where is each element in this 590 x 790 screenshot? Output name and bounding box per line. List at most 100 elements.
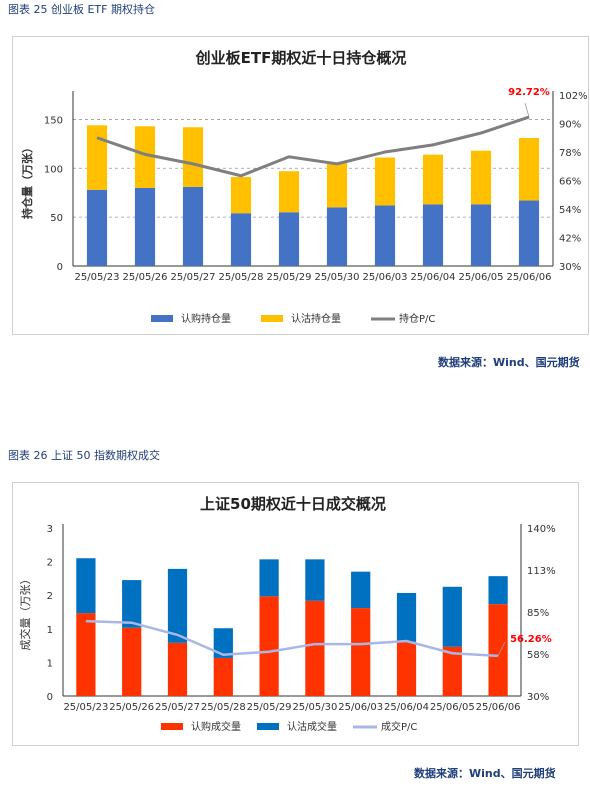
legend-swatch [161, 723, 183, 730]
bar-put [488, 576, 508, 605]
chart2-panel: 上证50期权近十日成交概况 0 1 1 2 2 3 30% 58% 85% 113% 140% 成交量（… [12, 482, 579, 746]
bar-call [422, 204, 444, 266]
y2-tick-label: 30% [527, 692, 549, 703]
chart2-svg: 上证50期权近十日成交概况 0 1 1 2 2 3 30% 58% 85% 113% 140% 成交量（… [18, 495, 556, 733]
annotation-label: 56.26% [510, 634, 552, 645]
y-axis-label: 成交量（万张） [18, 574, 32, 651]
y2-tick-label: 58% [527, 650, 549, 661]
bar-call [167, 642, 188, 696]
bar-call [518, 200, 540, 266]
bar-call [396, 641, 417, 696]
x-tick-label: 25/05/27 [171, 272, 216, 283]
legend-label: 成交P/C [381, 720, 417, 733]
chart1-svg: 创业板ETF期权近十日持仓概况 0 50 100 150 30% 42% 54% 66% 78% 9… [20, 49, 588, 325]
bar-call [182, 186, 204, 266]
bar-put [76, 558, 96, 614]
chart1-panel: 创业板ETF期权近十日持仓概况 0 50 100 150 30% 42% 54% 66% 78% 9… [12, 36, 589, 335]
bar-call [470, 204, 492, 266]
bar-put [374, 157, 396, 206]
x-tick-label: 25/05/26 [123, 272, 168, 283]
x-tick-label: 25/06/06 [476, 702, 521, 713]
y-tick-label: 1 [47, 625, 53, 636]
bar-call [86, 189, 108, 266]
bar-put [213, 628, 233, 658]
x-tick-label: 25/05/23 [63, 702, 108, 713]
chart-title: 创业板ETF期权近十日持仓概况 [195, 49, 407, 67]
x-tick-label: 25/06/05 [430, 702, 475, 713]
y-tick-label: 150 [44, 115, 63, 126]
bar-put [442, 586, 462, 647]
x-tick-label: 25/05/27 [155, 702, 200, 713]
annotation-leader [497, 641, 506, 657]
legend-swatch [261, 315, 283, 322]
bar-call [76, 613, 96, 696]
annotation-leader [524, 102, 530, 118]
chart-title: 上证50期权近十日成交概况 [200, 495, 386, 513]
bar-put [122, 580, 142, 628]
bar-call [134, 187, 156, 266]
legend-label: 认沽持仓量 [291, 312, 341, 325]
figure2-caption: 图表 26 上证 50 指数期权成交 [8, 449, 160, 462]
bar-put [422, 154, 444, 205]
bar-call [442, 646, 462, 696]
bar-call [488, 604, 508, 696]
y-tick-label: 50 [50, 213, 63, 224]
x-tick-label: 25/06/03 [338, 702, 383, 713]
bar-call [259, 596, 279, 696]
legend-label: 持仓P/C [399, 312, 435, 325]
y-tick-label: 0 [47, 692, 53, 703]
bar-call [351, 608, 371, 696]
legend-swatch [151, 315, 173, 322]
bar-put [86, 125, 108, 190]
bar-put [259, 559, 279, 597]
bar-call [326, 207, 348, 266]
y2-tick-label: 113% [527, 566, 556, 577]
x-tick-label: 25/05/23 [75, 272, 120, 283]
x-tick-label: 25/05/30 [292, 702, 337, 713]
bar-put [305, 559, 325, 601]
x-tick-label: 25/05/26 [109, 702, 154, 713]
x-tick-label: 25/06/05 [459, 272, 504, 283]
bar-call [122, 627, 142, 696]
bar-put [326, 162, 348, 208]
x-tick-label: 25/05/28 [201, 702, 246, 713]
y-tick-label: 3 [47, 524, 53, 535]
bar-put [351, 571, 371, 609]
bar-call [213, 657, 233, 696]
x-tick-label: 25/06/06 [507, 272, 552, 283]
y2-tick-label: 78% [559, 148, 581, 159]
bar-call [278, 212, 300, 266]
x-tick-label: 25/05/29 [247, 702, 292, 713]
legend-label: 认购持仓量 [181, 312, 231, 325]
bar-put [518, 137, 540, 201]
y2-tick-label: 102% [559, 91, 588, 102]
bar-put [230, 177, 252, 214]
x-tick-label: 25/06/04 [384, 702, 429, 713]
legend-label: 认购成交量 [191, 720, 241, 733]
y-axis-label: 持仓量（万张） [20, 142, 34, 219]
x-tick-label: 25/05/28 [219, 272, 264, 283]
y-tick-label: 2 [47, 591, 53, 602]
y2-tick-label: 30% [559, 262, 581, 273]
bar-put [167, 568, 188, 643]
figure1-caption: 图表 25 创业板 ETF 期权持仓 [8, 3, 155, 16]
bar-put [278, 171, 300, 213]
legend-label: 认沽成交量 [287, 720, 337, 733]
legend-swatch [257, 723, 279, 730]
y2-tick-label: 85% [527, 608, 549, 619]
y-tick-label: 100 [44, 164, 63, 175]
y2-tick-label: 90% [559, 120, 581, 131]
x-tick-label: 25/06/03 [363, 272, 408, 283]
bar-put [396, 592, 417, 642]
x-tick-label: 25/05/30 [315, 272, 360, 283]
x-tick-label: 25/05/29 [267, 272, 312, 283]
bar-put [470, 150, 492, 205]
y2-tick-label: 54% [559, 205, 581, 216]
bar-put [182, 127, 204, 187]
figure1-source: 数据来源：Wind、国元期货 [438, 356, 580, 369]
x-tick-label: 25/06/04 [411, 272, 456, 283]
bar-call [374, 205, 396, 266]
bar-call [230, 213, 252, 266]
figure2-source: 数据来源：Wind、国元期货 [414, 767, 556, 780]
y2-tick-label: 66% [559, 177, 581, 188]
